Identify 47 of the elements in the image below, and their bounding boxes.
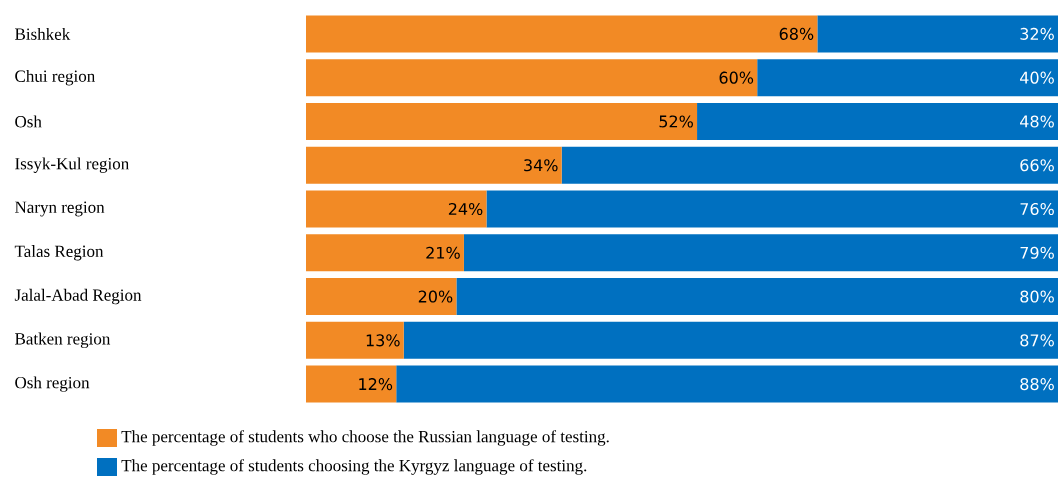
legend-label: The percentage of students choosing the Kyrgyz language of testing. [121, 459, 587, 475]
data-label: 20% [418, 290, 453, 303]
bar [463, 234, 1058, 272]
legend-label: The percentage of students who choose the Russian language of testing. [121, 430, 609, 446]
bar [486, 190, 1058, 228]
data-label: 40% [1020, 71, 1054, 84]
y-tick-label: Osh region [15, 376, 90, 392]
bar [561, 146, 1058, 184]
bar [757, 59, 1058, 97]
data-label: 52% [659, 115, 693, 128]
bar [306, 365, 397, 403]
data-label: 24% [448, 202, 483, 216]
y-tick-label: Naryn region [15, 201, 105, 217]
data-label: 12% [359, 378, 393, 391]
data-label: 13% [366, 334, 400, 347]
bar [306, 146, 562, 184]
data-label: 79% [1020, 246, 1054, 259]
bar [306, 321, 404, 359]
bar [306, 190, 487, 228]
data-label: 68% [779, 27, 814, 40]
bar [306, 278, 457, 316]
y-tick-label: Talas Region [14, 245, 104, 261]
y-tick-label: Jalal-Abad Region [14, 288, 142, 305]
data-label: 80% [1020, 290, 1054, 303]
data-label: 87% [1020, 334, 1054, 347]
y-tick-label: Issyk-Kul region [15, 157, 129, 173]
data-label: 21% [426, 246, 460, 259]
y-tick-label: Osh [15, 115, 42, 128]
bar [817, 15, 1058, 53]
data-label: 66% [1020, 159, 1054, 172]
data-label: 48% [1020, 115, 1054, 128]
y-tick-label: Chui region [15, 69, 95, 86]
bar [306, 234, 464, 272]
y-tick-label: Batken region [15, 332, 111, 349]
data-label: 60% [719, 71, 754, 84]
data-label: 88% [1020, 378, 1054, 391]
bar [697, 102, 1058, 140]
data-label: 34% [524, 159, 558, 172]
bar [396, 365, 1058, 403]
data-label: 32% [1020, 27, 1054, 40]
bar [306, 59, 758, 97]
bar [306, 15, 818, 53]
y-tick-label: Bishkek [15, 27, 71, 40]
data-label: 76% [1020, 202, 1054, 216]
bar [456, 278, 1058, 316]
bar [403, 321, 1058, 359]
bar [306, 102, 698, 140]
